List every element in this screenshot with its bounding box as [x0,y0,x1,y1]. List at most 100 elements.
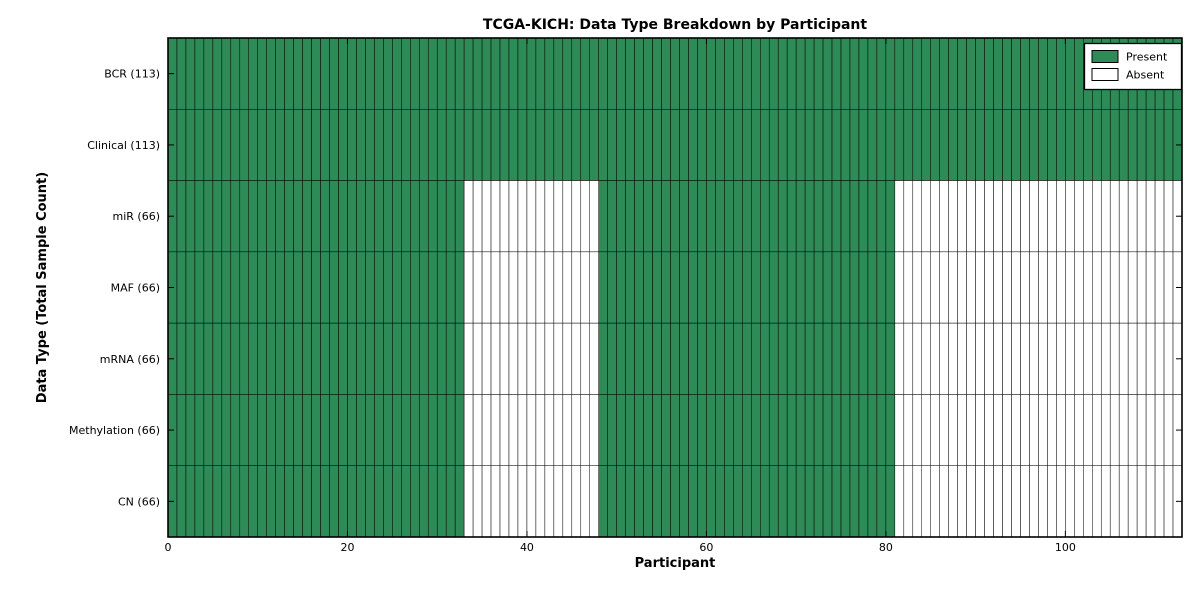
matrix-cell [311,180,321,253]
matrix-cell [1065,109,1075,181]
matrix-cell [625,180,635,253]
matrix-cell [724,37,734,110]
matrix-cell [526,180,537,253]
matrix-cell [463,322,474,395]
matrix-cell [347,251,357,324]
matrix-cell [1065,180,1075,253]
matrix-cell [553,109,564,181]
matrix-cell [831,394,842,466]
matrix-cell [401,37,411,110]
matrix-cell [338,251,348,324]
matrix-cell [885,180,896,253]
matrix-cells [167,37,1183,538]
matrix-cell [580,322,591,395]
matrix-cell [643,251,653,324]
matrix-cell [939,322,949,395]
matrix-cell [768,322,779,395]
matrix-cell [1020,465,1030,538]
matrix-cell [1029,322,1039,395]
matrix-cell [472,180,483,253]
matrix-cell [760,109,770,181]
matrix-cell [706,37,716,110]
matrix-cell [194,394,205,466]
matrix-cell [1118,394,1129,466]
matrix-cell [230,322,241,395]
matrix-cell [795,251,806,324]
matrix-cell [508,394,519,466]
matrix-cell [275,180,285,253]
matrix-cell [876,251,887,324]
matrix-cell [921,180,931,253]
matrix-cell [293,394,303,466]
matrix-cell [1011,251,1021,324]
matrix-cell [921,37,931,110]
matrix-cell [876,322,887,395]
matrix-cell [284,251,294,324]
matrix-cell [1109,322,1120,395]
matrix-cell [697,109,707,181]
matrix-cell [948,322,958,395]
matrix-cell [185,251,196,324]
matrix-cell [957,322,967,395]
row-label: miR (66) [113,210,161,223]
matrix-cell [401,180,411,253]
matrix-cell [786,322,797,395]
matrix-cell [742,394,752,466]
matrix-cell [697,251,707,324]
matrix-cell [266,37,276,110]
matrix-cell [903,322,914,395]
matrix-cell [445,465,456,538]
matrix-cell [436,180,447,253]
matrix-cell [562,394,573,466]
matrix-cell [1029,37,1039,110]
matrix-cell [1047,109,1057,181]
matrix-cell [562,251,573,324]
matrix-cell [302,109,312,181]
matrix-cell [356,37,366,110]
matrix-cell [652,251,662,324]
matrix-cell [248,109,258,181]
matrix-cell [670,322,680,395]
matrix-cell [257,180,267,253]
x-tick-label: 20 [340,541,354,554]
matrix-cell [1029,251,1039,324]
matrix-cell [742,251,752,324]
matrix-cell [221,251,232,324]
matrix-cell [1136,465,1147,538]
matrix-cell [858,394,869,466]
matrix-cell [670,251,680,324]
matrix-cell [1136,394,1147,466]
matrix-cell [1074,109,1084,181]
matrix-cell [1038,394,1048,466]
matrix-cell [517,251,528,324]
matrix-cell [275,394,285,466]
matrix-cell [1083,180,1093,253]
matrix-cell [212,180,223,253]
matrix-cell [831,109,842,181]
x-tick-label: 60 [699,541,713,554]
matrix-cell [589,180,599,253]
matrix-cell [598,109,608,181]
matrix-cell [966,37,976,110]
matrix-cell [813,180,824,253]
matrix-cell [320,180,330,253]
matrix-cell [688,109,698,181]
matrix-cell [410,465,420,538]
matrix-cell [221,465,232,538]
matrix-cell [257,394,267,466]
matrix-cell [535,322,546,395]
matrix-cell [903,37,914,110]
matrix-cell [786,180,797,253]
matrix-cell [795,322,806,395]
matrix-cell [490,37,501,110]
matrix-cell [724,180,734,253]
matrix-cell [921,394,931,466]
matrix-cell [786,465,797,538]
matrix-cell [454,251,465,324]
matrix-cell [1029,465,1039,538]
matrix-cell [939,180,949,253]
legend-swatch-present [1091,50,1119,63]
matrix-cell [212,465,223,538]
matrix-cell [670,394,680,466]
matrix-cell [517,37,528,110]
